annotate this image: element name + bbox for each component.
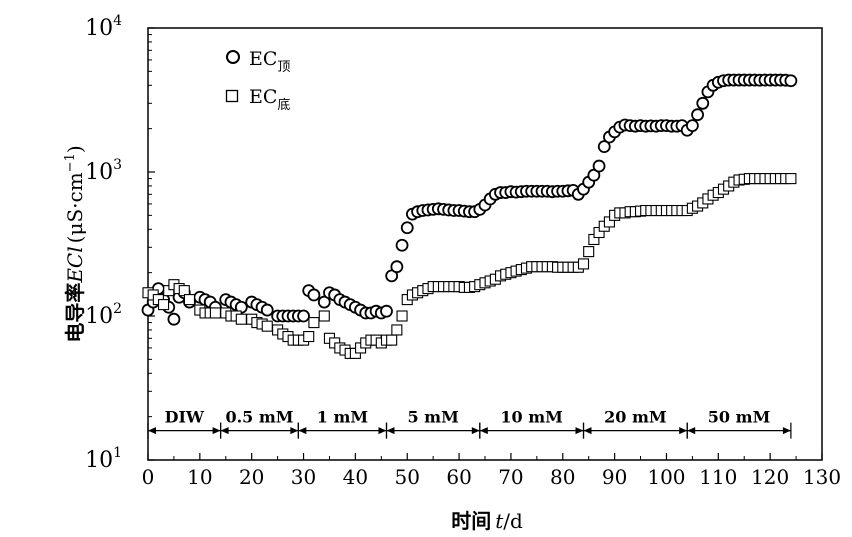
phase-arrowhead-right: [782, 427, 791, 435]
data-point-ec-bottom: [318, 310, 330, 322]
data-point-ec-bottom: [577, 258, 590, 270]
y-tick-base: 10: [85, 160, 113, 185]
x-tick-label: 50: [395, 465, 420, 489]
x-tick-label: 120: [751, 465, 789, 489]
axes: 0 10 20 30 40 50 60 70 80 90 100 110 120 130101102103…: [85, 13, 841, 489]
y-axis-label: 电导率ECl(μS·cm−1): [63, 145, 87, 342]
data-point-ec-bottom: [183, 294, 196, 306]
data-point-ec-bottom: [583, 246, 595, 258]
data-point-ec-top: [784, 74, 798, 88]
phase-arrowhead-right: [290, 427, 299, 435]
phase-label: DIW: [165, 408, 205, 427]
legend-label-ec-bottom: EC底: [249, 86, 290, 113]
y-tick-label: 102: [85, 301, 122, 329]
data-point-ec-bottom: [391, 324, 403, 336]
x-tick-label: 0: [142, 465, 155, 489]
x-tick-label: 40: [343, 465, 368, 489]
data-point-ec-top: [380, 304, 393, 318]
x-tick-label: 20: [239, 465, 264, 489]
x-axis-label: 时间 t/d: [451, 509, 523, 533]
y-tick-base: 10: [85, 304, 113, 329]
x-tick-label: 100: [647, 465, 685, 489]
series-ec-bottom: [142, 173, 797, 359]
phase-annotations: DIW 0.5 mM 1 mM 5 mM 10 mM 20 mM 50 mM: [147, 408, 792, 439]
phase-arrowhead-right: [378, 427, 387, 435]
x-tick-label: 80: [550, 465, 575, 489]
data-point-ec-top: [390, 260, 404, 274]
phase-arrowhead-right: [471, 427, 480, 435]
y-tick-exponent: 1: [113, 445, 122, 461]
data-point-ec-top: [696, 96, 710, 110]
data-point-ec-top: [597, 140, 611, 154]
phase-arrowhead-left: [479, 427, 488, 435]
y-tick-label: 101: [85, 445, 122, 473]
phase-arrowhead-left: [687, 427, 696, 435]
data-point-ec-top: [167, 312, 181, 326]
data-point-ec-bottom: [785, 173, 797, 185]
x-tick-label: 110: [699, 465, 737, 489]
data-point-ec-bottom: [235, 313, 247, 325]
data-point-ec-bottom: [303, 330, 315, 343]
data-point-ec-bottom: [261, 320, 273, 332]
y-tick-base: 10: [85, 448, 113, 473]
phase-arrowhead-left: [220, 427, 229, 435]
x-tick-label: 130: [803, 465, 841, 489]
data-point-ec-top: [685, 119, 699, 133]
legend-label-ec-top: EC顶: [249, 48, 290, 75]
phase-label: 10 mM: [500, 408, 562, 427]
phase-arrowhead-left: [583, 427, 592, 435]
phase-arrowhead-right: [212, 427, 221, 435]
data-point-ec-top: [395, 238, 409, 252]
x-tick-label: 70: [498, 465, 523, 489]
phase-arrowhead-left: [298, 427, 307, 435]
legend: EC顶 EC底: [225, 48, 290, 113]
data-point-ec-bottom: [396, 310, 408, 322]
phase-label: 5 mM: [407, 408, 458, 427]
data-point-ec-top: [317, 295, 331, 309]
phase-label: 1 mM: [317, 408, 368, 427]
data-point-ec-top: [400, 221, 414, 235]
legend-marker-ec-bottom: [225, 89, 239, 103]
phase-label: 20 mM: [604, 408, 666, 427]
series-ec-top: [141, 73, 798, 326]
data-point-ec-top: [691, 108, 704, 122]
phase-label: 0.5 mM: [225, 408, 293, 427]
phase-arrowhead-left: [386, 427, 395, 435]
data-point-ec-bottom: [386, 334, 398, 346]
data-point-ec-top: [307, 288, 321, 302]
y-tick-exponent: 3: [113, 157, 122, 173]
phase-label: 50 mM: [708, 408, 770, 427]
x-tick-label: 10: [187, 465, 212, 489]
data-point-ec-bottom: [209, 307, 221, 319]
legend-marker-ec-top: [226, 50, 240, 64]
data-point-ec-bottom: [158, 299, 170, 311]
y-tick-label: 104: [85, 13, 122, 41]
y-tick-exponent: 4: [113, 13, 122, 29]
data-point-ec-top: [297, 309, 310, 323]
x-tick-label: 90: [602, 465, 627, 489]
data-point-ec-bottom: [308, 317, 320, 329]
data-point-ec-top: [260, 303, 274, 317]
phase-arrowhead-left: [148, 427, 156, 435]
y-tick-base: 10: [85, 16, 113, 41]
x-tick-label: 30: [291, 465, 316, 489]
y-tick-exponent: 2: [113, 301, 122, 317]
y-tick-label: 103: [85, 157, 122, 185]
phase-arrowhead-right: [575, 427, 584, 435]
data-point-ec-top: [592, 159, 606, 173]
x-tick-label: 60: [446, 465, 471, 489]
phase-arrowhead-right: [679, 427, 688, 435]
